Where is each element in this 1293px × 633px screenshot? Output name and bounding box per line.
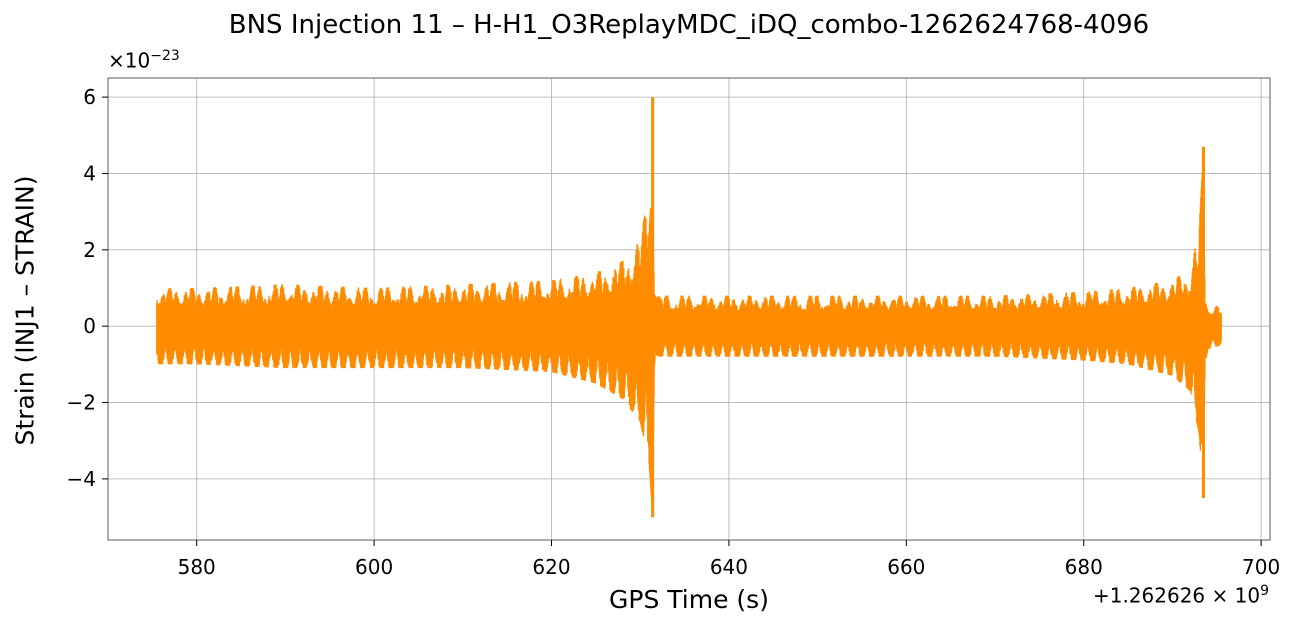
x-tick-label: 660 [887,555,925,579]
x-tick-label: 620 [532,555,570,579]
y-tick-label: 2 [83,238,96,262]
x-tick-label: 700 [1242,555,1280,579]
strain-line [156,172,1222,518]
y-tick-label: 6 [83,85,96,109]
plot-frame [107,77,1271,541]
y-axis-label: Strain (INJ1 – STRAIN) [10,175,40,446]
x-tick-label: 680 [1065,555,1103,579]
y-tick-label: 4 [83,161,96,185]
chart-title: BNS Injection 11 – H-H1_O3ReplayMDC_iDQ_… [228,10,1150,40]
x-offset-label: +1.262626 × 109 [1092,583,1269,608]
x-tick-label: 640 [710,555,748,579]
x-tick-label: 600 [355,555,393,579]
axis-ticks: 580 600 620 640 660 680 700 −4 −2 0 2 4 6 [67,85,1281,579]
y-scale-factor: ×10−23 [108,48,180,73]
x-axis-label: GPS Time (s) [609,585,769,614]
y-tick-label: −2 [67,391,96,415]
x-tick-label: 580 [178,555,216,579]
series-strain [156,97,1222,518]
y-tick-label: −4 [67,467,96,491]
y-tick-label: 0 [83,314,96,338]
